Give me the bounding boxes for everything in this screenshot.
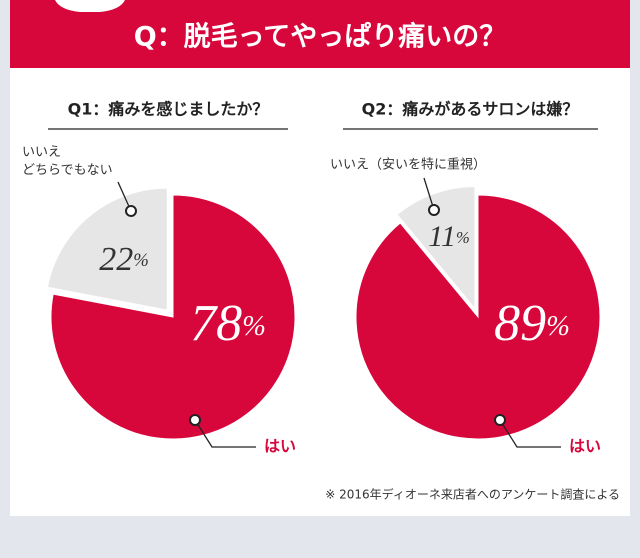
- leader-line: [499, 419, 561, 448]
- header-tab: [55, 0, 125, 12]
- chart-title: Q2：痛みがあるサロンは嫌？: [362, 100, 579, 119]
- pie-slice: [46, 187, 168, 311]
- category-label: はい: [264, 437, 296, 456]
- pie-slice: [396, 186, 476, 310]
- leader-dot: [125, 205, 137, 217]
- category-label: はい: [569, 437, 601, 456]
- leader-dot: [494, 414, 506, 426]
- category-label: いいえ（安いを特に重視）: [330, 157, 486, 173]
- leader-dot: [428, 204, 440, 216]
- pie-slice: [355, 194, 601, 440]
- chart-title: Q1：痛みを感じましたか？: [68, 100, 269, 119]
- header-band: [10, 0, 630, 68]
- leader-line: [194, 419, 256, 448]
- leader-dot: [189, 414, 201, 426]
- value-label: 89%: [494, 295, 570, 352]
- value-label: 11%: [428, 220, 470, 253]
- category-label: いいえどちらでもない: [22, 145, 113, 178]
- value-label: 22%: [99, 241, 149, 278]
- footnote: ※ 2016年ディオーネ来店者へのアンケート調査による: [325, 487, 620, 502]
- value-label: 78%: [190, 295, 266, 352]
- pie-slice: [50, 194, 296, 440]
- header-title: Q：脱毛ってやっぱり痛いの？: [134, 21, 507, 53]
